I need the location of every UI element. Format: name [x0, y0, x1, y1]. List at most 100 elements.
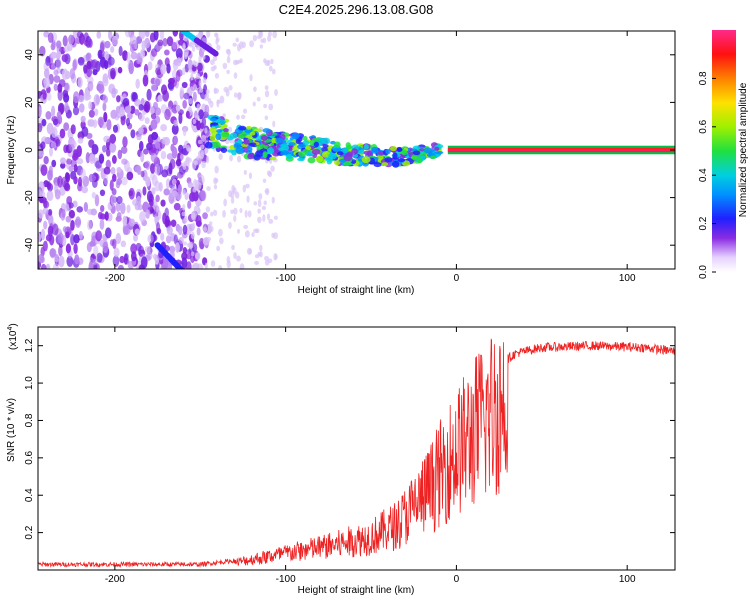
noise-speckle	[68, 202, 74, 209]
noise-speckle	[63, 46, 70, 53]
noise-speckle	[117, 149, 123, 160]
track-blob	[363, 150, 373, 155]
noise-speckle	[183, 160, 188, 167]
track-blob	[305, 145, 312, 151]
track-blob	[333, 141, 341, 148]
noise-speckle	[259, 44, 264, 49]
noise-speckle	[111, 155, 117, 164]
track-blob	[351, 148, 358, 155]
noise-speckle	[102, 241, 109, 254]
noise-speckle	[139, 211, 146, 223]
noise-speckle	[246, 247, 252, 255]
noise-speckle	[187, 200, 192, 209]
noise-speckle	[89, 240, 96, 247]
x-tick-label: -100	[276, 574, 296, 585]
noise-speckle	[130, 129, 136, 139]
noise-speckle	[216, 245, 221, 252]
noise-speckle	[134, 98, 142, 107]
noise-speckle	[181, 211, 186, 217]
noise-speckle	[68, 209, 76, 219]
noise-speckle	[113, 247, 120, 258]
noise-speckle	[178, 144, 184, 153]
noise-speckle	[255, 228, 260, 234]
noise-speckle	[120, 202, 126, 215]
noise-speckle	[63, 93, 70, 103]
noise-speckle	[85, 53, 91, 62]
noise-speckle	[116, 95, 121, 103]
noise-speckle	[45, 234, 52, 242]
noise-speckle	[183, 54, 188, 60]
noise-speckle	[215, 38, 219, 46]
track-blob	[243, 139, 250, 145]
noise-speckle	[155, 78, 161, 87]
noise-speckle	[175, 47, 183, 59]
noise-speckle	[38, 232, 41, 243]
noise-speckle	[120, 240, 127, 248]
noise-speckle	[138, 104, 144, 111]
track-blob	[392, 160, 400, 168]
noise-speckle	[200, 122, 205, 130]
colorbar-tick-label: 0.2	[698, 216, 709, 230]
noise-speckle	[130, 51, 138, 60]
noise-speckle	[48, 214, 54, 226]
noise-speckle	[184, 215, 188, 224]
noise-speckle	[178, 112, 183, 125]
spectrogram-x-ticks: -200 -100 0 100	[105, 31, 636, 284]
noise-speckle	[151, 187, 156, 195]
noise-speckle	[61, 54, 69, 63]
noise-speckle	[112, 255, 120, 267]
noise-speckle	[95, 160, 102, 169]
noise-speckle	[64, 70, 71, 80]
noise-speckle	[102, 144, 107, 153]
track-blob	[286, 153, 293, 160]
snr-panel: -200 -100 0 100 0.2 0.4 0.6 0.8 1.0 1.2 Height o…	[6, 323, 676, 596]
noise-speckle	[77, 137, 84, 144]
noise-speckle	[183, 92, 190, 100]
noise-speckle	[248, 172, 253, 180]
track-blob	[419, 148, 425, 152]
noise-speckle	[89, 257, 94, 268]
noise-speckle	[160, 232, 165, 241]
noise-speckle	[49, 222, 54, 234]
noise-speckle	[51, 223, 59, 236]
noise-speckle	[191, 212, 196, 221]
noise-speckle	[104, 211, 109, 221]
noise-speckle	[120, 146, 128, 154]
noise-speckle	[126, 51, 131, 64]
noise-speckle	[254, 254, 260, 259]
noise-speckle	[190, 72, 194, 81]
noise-speckle	[115, 201, 121, 212]
track-blob	[271, 137, 278, 144]
track-blob	[210, 122, 219, 126]
track-blob	[282, 151, 290, 155]
noise-speckle	[195, 44, 201, 51]
noise-speckle	[182, 128, 187, 137]
noise-speckle	[199, 87, 204, 93]
track-blob	[215, 133, 222, 141]
noise-speckle	[140, 170, 145, 178]
noise-speckle	[43, 77, 51, 89]
noise-speckle	[51, 39, 56, 51]
noise-speckle	[124, 31, 132, 38]
colorbar-tick-label: 0.0	[698, 265, 709, 279]
track-blob	[223, 128, 229, 133]
noise-speckle	[136, 195, 142, 207]
noise-speckle	[111, 194, 117, 207]
noise-speckle	[138, 127, 144, 135]
noise-speckle	[273, 215, 278, 220]
track-blob	[295, 139, 301, 145]
track-blob	[313, 141, 319, 148]
noise-speckle	[197, 181, 202, 190]
track-blob	[247, 152, 255, 158]
alias-streak-dot	[212, 50, 219, 57]
x-tick-label: -100	[276, 273, 296, 284]
noise-speckle	[210, 211, 214, 217]
noise-speckle	[112, 173, 117, 182]
spectrogram-y-ticks: -40 -20 0 20 40	[24, 49, 675, 252]
noise-speckle	[268, 218, 274, 224]
track-blob	[226, 135, 234, 141]
noise-speckle	[109, 142, 117, 153]
track-blob	[253, 154, 261, 161]
noise-speckle	[56, 51, 62, 59]
